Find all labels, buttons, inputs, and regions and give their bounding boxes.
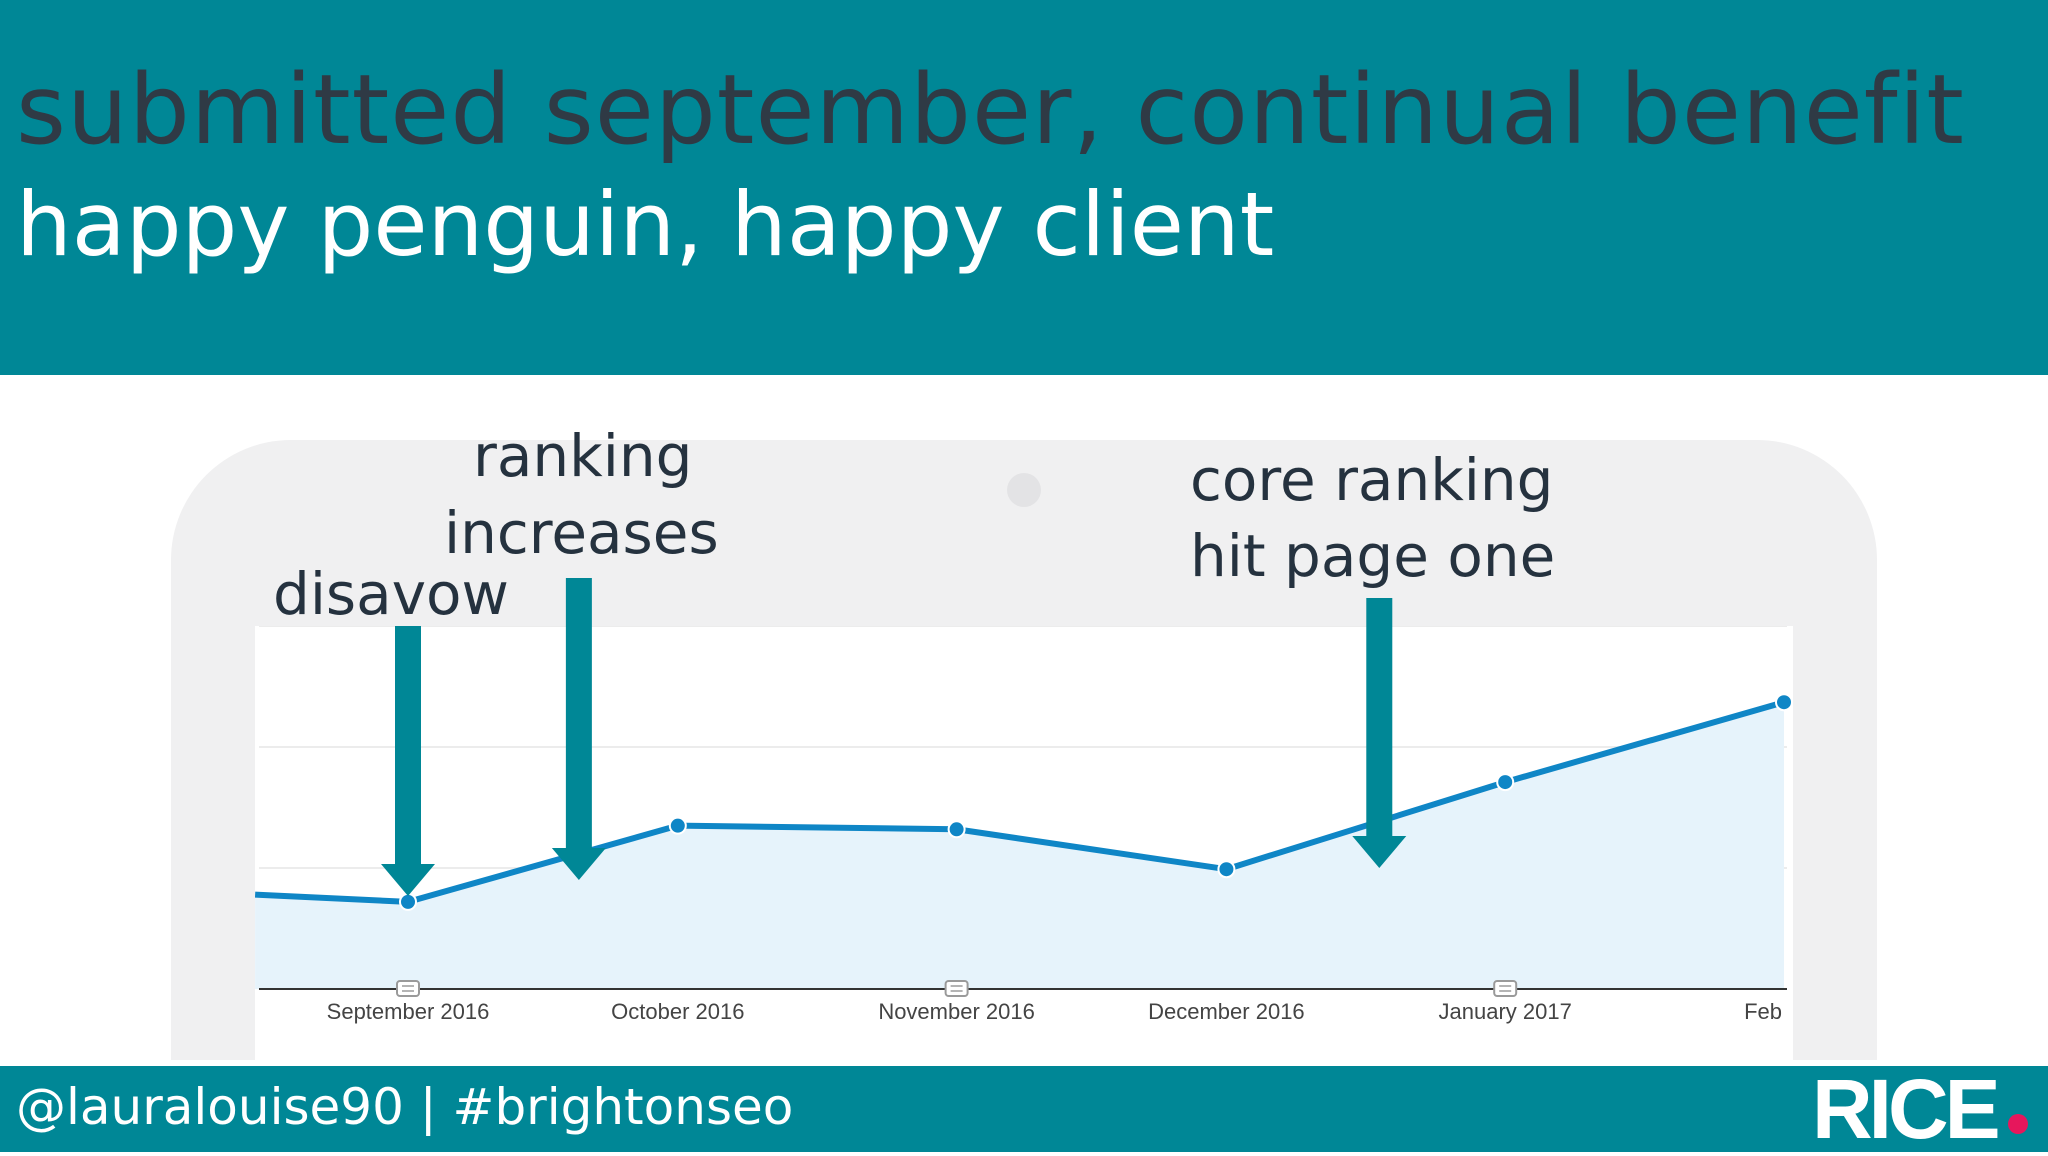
x-tick-label: October 2016: [611, 999, 744, 1024]
slide-header: submitted september, continual benefit h…: [0, 0, 2048, 375]
annotation-ranking-line2: increases: [444, 499, 719, 567]
data-point: [1496, 773, 1515, 792]
annotation-ranking-line1: ranking: [473, 422, 693, 490]
slide-title: submitted september, continual benefit: [16, 54, 1965, 166]
annotation-core-line2: hit page one: [1190, 522, 1556, 590]
data-point: [947, 820, 966, 839]
x-tick-label: November 2016: [878, 999, 1035, 1024]
data-point: [1775, 693, 1793, 712]
annotation-arrow-icon: [1352, 598, 1407, 868]
annotation-disavow: disavow: [273, 560, 509, 628]
x-tick-label: December 2016: [1148, 999, 1305, 1024]
slide-subtitle: happy penguin, happy client: [16, 173, 1275, 276]
annotation-arrow-icon: [381, 626, 435, 896]
rice-logo: RICE: [1812, 1062, 2001, 1156]
camera-icon: [1007, 473, 1041, 507]
data-point: [1217, 860, 1236, 879]
annotation-marker-icon: [1493, 980, 1518, 997]
annotation-arrow-icon: [551, 578, 606, 880]
annotation-core-line1: core ranking: [1190, 446, 1554, 514]
traffic-chart: September 2016 October 2016 November 2016 D…: [255, 626, 1793, 1024]
series-area: [255, 702, 1785, 989]
x-tick-label: Feb: [1744, 999, 1782, 1024]
chart-screen: September 2016 October 2016 November 2016 D…: [255, 626, 1793, 1066]
annotation-marker-icon: [396, 980, 420, 997]
twitter-handle: @lauralouise90 | #brightonseo: [16, 1078, 794, 1136]
data-point: [668, 816, 687, 835]
x-tick-label: January 2017: [1439, 999, 1572, 1024]
slide-footer: [0, 1066, 2048, 1152]
x-tick-label: September 2016: [327, 999, 490, 1024]
logo-dot-icon: [2008, 1114, 2028, 1134]
annotation-marker-icon: [944, 980, 969, 997]
